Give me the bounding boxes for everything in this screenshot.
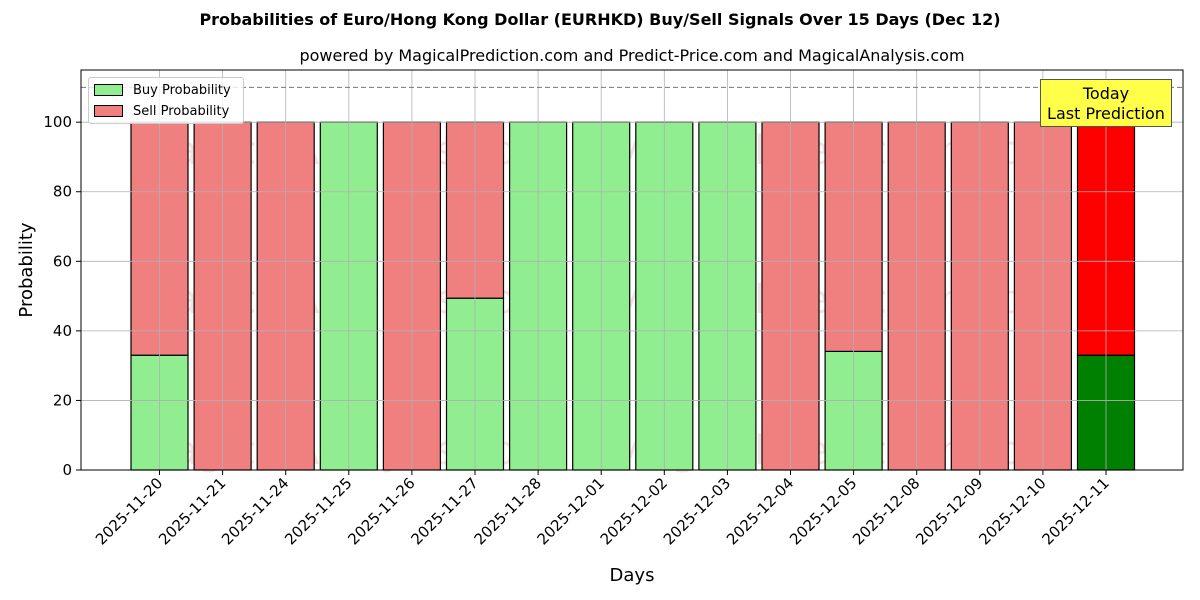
x-tick-label: 2025-11-27 — [407, 474, 481, 548]
annotation-line-1: Today — [1082, 84, 1130, 103]
x-axis-label: Days — [610, 565, 655, 586]
x-tick-label: 2025-12-10 — [975, 474, 1049, 548]
y-tick-label: 100 — [43, 113, 72, 131]
x-tick-label: 2025-11-20 — [92, 474, 166, 548]
x-tick-label: 2025-12-02 — [597, 474, 671, 548]
legend: Buy Probability Sell Probability — [88, 77, 244, 124]
chart-title: Probabilities of Euro/Hong Kong Dollar (… — [199, 10, 1001, 29]
y-tick-label: 40 — [53, 322, 72, 340]
y-tick-label: 20 — [53, 391, 72, 409]
x-tick-label: 2025-12-05 — [786, 474, 860, 548]
plot-frame — [80, 69, 1184, 471]
legend-item-sell: Sell Probability — [94, 101, 229, 121]
legend-item-buy: Buy Probability — [94, 80, 231, 100]
today-annotation: Today Last Prediction — [1040, 79, 1172, 127]
x-tick-label: 2025-11-28 — [471, 474, 545, 548]
chart-subtitle: powered by MagicalPrediction.com and Pre… — [299, 46, 965, 65]
legend-buy-label: Buy Probability — [133, 82, 231, 98]
x-tick-label: 2025-12-09 — [912, 474, 986, 548]
y-tick-label: 60 — [53, 252, 72, 270]
x-tick-label: 2025-11-24 — [218, 474, 292, 548]
x-tick-label: 2025-11-25 — [281, 474, 355, 548]
buy-swatch-icon — [94, 84, 123, 96]
x-tick-label: 2025-12-01 — [534, 474, 608, 548]
legend-sell-label: Sell Probability — [133, 103, 230, 119]
y-tick-label: 80 — [53, 183, 72, 201]
sell-swatch-icon — [94, 105, 123, 117]
x-tick-label: 2025-11-21 — [155, 474, 229, 548]
x-tick-label: 2025-11-26 — [344, 474, 418, 548]
x-tick-label: 2025-12-03 — [660, 474, 734, 548]
y-axis-label: Probability — [16, 222, 37, 317]
x-tick-label: 2025-12-04 — [723, 474, 797, 548]
annotation-line-2: Last Prediction — [1047, 104, 1165, 123]
x-tick-label: 2025-12-08 — [849, 474, 923, 548]
x-tick-label: 2025-12-11 — [1038, 474, 1112, 548]
y-tick-label: 0 — [62, 461, 72, 479]
